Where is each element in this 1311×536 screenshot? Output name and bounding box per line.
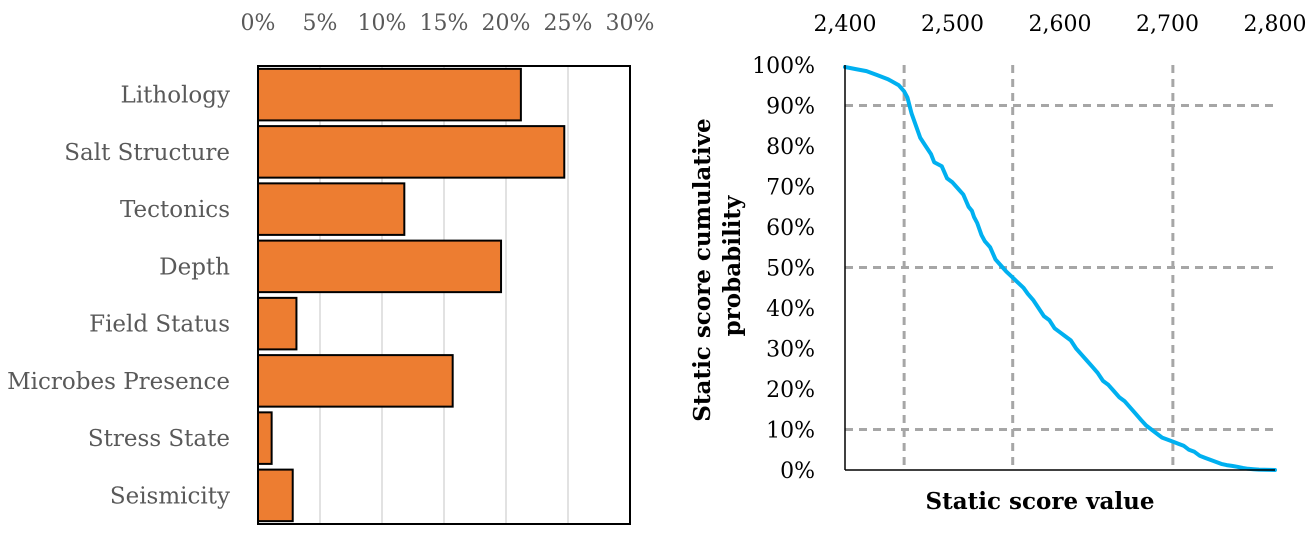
bar-category-label: Microbes Presence xyxy=(7,369,230,395)
bar xyxy=(257,239,503,294)
bar-category-label: Salt Structure xyxy=(64,140,230,166)
bar xyxy=(257,296,298,351)
cdf-x-tick-labels: 2,400 2,500 2,600 2,700 2,800 xyxy=(814,12,1307,37)
bar-chart-x-tick-label: 20% xyxy=(482,11,531,36)
cdf-y-tick-label: 70% xyxy=(766,176,815,201)
cdf-y-tick-label: 30% xyxy=(766,338,815,363)
cdf-y-tick-label: 40% xyxy=(766,297,815,322)
bar-chart-x-tick-label: 0% xyxy=(241,11,276,36)
cdf-reference-lines xyxy=(845,65,1275,470)
cdf-y-axis-title-line-1: Static score cumulative xyxy=(689,118,716,421)
bar-chart-x-tick-label: 30% xyxy=(606,11,655,36)
cdf-y-tick-label: 10% xyxy=(766,419,815,444)
cdf-y-tick-label: 0% xyxy=(780,459,815,484)
bar-chart-x-tick-label: 10% xyxy=(358,11,407,36)
cdf-y-tick-labels: 0% 10% 20% 30% 40% 50% 60% 70% 80% 90% 100% xyxy=(752,54,815,484)
bar xyxy=(257,411,273,465)
bar-chart-plot-frame xyxy=(257,65,631,525)
cdf-chart: 2,400 2,500 2,600 2,700 2,800 0% 10% 20% 30% 40%… xyxy=(689,12,1306,515)
bar-chart-x-tick-labels: 0% 5% 10% 15% 20% 25% 30% xyxy=(241,11,655,36)
bar-category-label: Tectonics xyxy=(120,197,230,223)
cdf-y-tick-label: 60% xyxy=(766,216,815,241)
cdf-y-axis-title: Static score cumulative probability xyxy=(689,110,746,421)
bar xyxy=(257,468,294,523)
cdf-x-axis-title: Static score value xyxy=(926,488,1155,515)
bar-chart-x-tick-label: 5% xyxy=(303,11,338,36)
bar-category-label: Stress State xyxy=(88,426,230,452)
bar-chart: 0% 5% 10% 15% 20% 25% 30% Lithology Salt Struct… xyxy=(7,11,655,525)
bar-chart-x-tick-label: 25% xyxy=(544,11,593,36)
bar-category-label: Seismicity xyxy=(110,483,230,509)
cdf-x-tick-label: 2,800 xyxy=(1244,12,1307,37)
bar xyxy=(257,182,406,236)
cdf-y-tick-label: 100% xyxy=(752,54,815,79)
bar xyxy=(257,125,566,179)
bar-category-label: Lithology xyxy=(121,83,230,109)
cdf-series-line xyxy=(843,65,1277,472)
bar-chart-category-labels: Lithology Salt Structure Tectonics Depth Fie… xyxy=(7,83,230,510)
cdf-y-axis-title-line-2: probability xyxy=(719,195,746,336)
cdf-y-tick-label: 50% xyxy=(766,257,815,282)
bar-category-label: Depth xyxy=(159,254,230,280)
bar xyxy=(257,354,454,408)
cdf-y-tick-label: 80% xyxy=(766,135,815,160)
cdf-x-tick-label: 2,600 xyxy=(1029,12,1092,37)
bar-chart-bars xyxy=(257,67,566,523)
cdf-x-tick-label: 2,700 xyxy=(1136,12,1199,37)
bar-category-label: Field Status xyxy=(89,312,230,338)
cdf-y-tick-label: 90% xyxy=(766,95,815,120)
bar xyxy=(257,67,522,122)
cdf-x-tick-label: 2,500 xyxy=(921,12,984,37)
cdf-y-tick-label: 20% xyxy=(766,378,815,403)
cdf-x-tick-label: 2,400 xyxy=(814,12,877,37)
bar-chart-x-tick-label: 15% xyxy=(420,11,469,36)
